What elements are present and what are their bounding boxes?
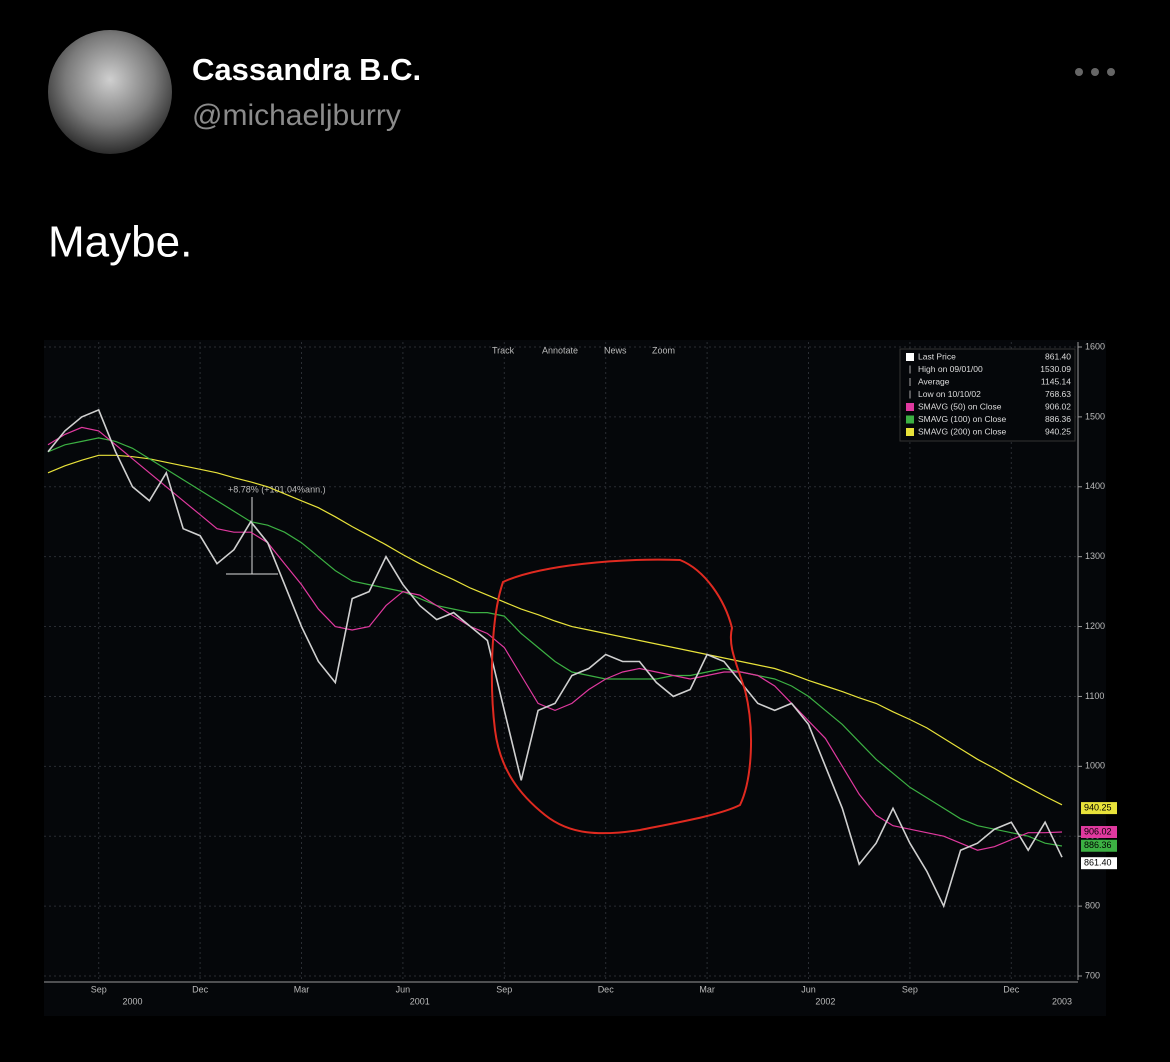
legend-value: 1145.14 bbox=[1041, 376, 1071, 386]
y-tick-label: 1600 bbox=[1085, 341, 1105, 351]
series-line bbox=[47, 426, 1063, 851]
avatar[interactable] bbox=[48, 30, 172, 154]
more-menu[interactable] bbox=[1075, 68, 1115, 76]
series-line bbox=[47, 437, 1063, 847]
x-tick-label: Dec bbox=[192, 984, 209, 994]
y-tick-label: 1100 bbox=[1085, 691, 1104, 701]
y-tick-label: 700 bbox=[1085, 970, 1100, 980]
legend-label: SMAVG (200) on Close bbox=[918, 426, 1006, 436]
x-year-label: 2000 bbox=[122, 996, 142, 1006]
series-line bbox=[47, 408, 1063, 909]
y-tick-label: 800 bbox=[1085, 900, 1100, 910]
y-tick-label: 1000 bbox=[1085, 761, 1105, 771]
legend-value: 861.40 bbox=[1045, 351, 1071, 361]
x-year-label: 2001 bbox=[410, 996, 430, 1006]
legend-label: Last Price bbox=[918, 351, 956, 361]
legend-value: 906.02 bbox=[1045, 401, 1071, 411]
legend-value: 768.63 bbox=[1045, 389, 1071, 399]
y-tick-label: 1500 bbox=[1085, 411, 1105, 421]
last-value-label: 906.02 bbox=[1084, 826, 1112, 836]
toolbar-button[interactable]: Zoom bbox=[652, 345, 675, 355]
display-name[interactable]: Cassandra B.C. bbox=[192, 52, 421, 87]
legend-value: 886.36 bbox=[1045, 414, 1071, 424]
toolbar-button[interactable]: News bbox=[604, 345, 627, 355]
last-value-label: 861.40 bbox=[1084, 858, 1112, 868]
chart-image[interactable] bbox=[44, 340, 1106, 1016]
y-tick-label: 1200 bbox=[1085, 621, 1105, 631]
x-tick-label: Mar bbox=[294, 984, 310, 994]
x-tick-label: Sep bbox=[91, 984, 107, 994]
legend-label: Low on 10/10/02 bbox=[918, 389, 981, 399]
legend-value: 1530.09 bbox=[1040, 364, 1071, 374]
y-tick-label: 1300 bbox=[1085, 551, 1105, 561]
handle[interactable]: @michaeljburry bbox=[192, 99, 401, 132]
last-value-badge bbox=[1081, 802, 1117, 815]
x-tick-label: Sep bbox=[902, 984, 918, 994]
x-tick-label: Dec bbox=[598, 984, 615, 994]
legend-value: 940.25 bbox=[1045, 426, 1071, 436]
legend-swatch bbox=[906, 353, 914, 361]
tweet-text: Maybe. bbox=[48, 218, 192, 267]
y-tick-label: 1400 bbox=[1085, 481, 1105, 491]
last-value-label: 940.25 bbox=[1084, 802, 1112, 812]
x-tick-label: Sep bbox=[496, 984, 512, 994]
legend-box bbox=[899, 348, 1076, 442]
toolbar-button[interactable]: Annotate bbox=[542, 345, 578, 355]
x-tick-label: Mar bbox=[699, 984, 715, 994]
legend-label: High on 09/01/00 bbox=[918, 364, 983, 374]
legend-label: SMAVG (50) on Close bbox=[918, 401, 1002, 411]
x-year-label: 2002 bbox=[815, 996, 835, 1006]
last-value-badge bbox=[1081, 826, 1117, 839]
x-tick-label: Jun bbox=[801, 984, 816, 994]
last-value-badge bbox=[1081, 839, 1117, 852]
last-value-badge bbox=[1081, 857, 1117, 870]
x-year-label: 2003 bbox=[1052, 996, 1072, 1006]
series-line bbox=[47, 454, 1063, 806]
legend-label: SMAVG (100) on Close bbox=[918, 414, 1006, 424]
legend-swatch bbox=[906, 403, 914, 411]
legend-swatch bbox=[906, 428, 914, 436]
hand-drawn-circle bbox=[490, 558, 752, 835]
x-tick-label: Jun bbox=[396, 984, 411, 994]
legend-swatch bbox=[906, 415, 914, 424]
legend-label: Average bbox=[918, 376, 950, 386]
x-tick-label: Dec bbox=[1003, 984, 1020, 994]
annotation: +8.78% (+101.04%ann.) bbox=[228, 484, 326, 494]
toolbar-button[interactable]: Track bbox=[492, 345, 515, 355]
last-value-label: 886.36 bbox=[1084, 840, 1112, 850]
chart: 7008009001000110012001300140015001600Sep… bbox=[44, 341, 1117, 1006]
